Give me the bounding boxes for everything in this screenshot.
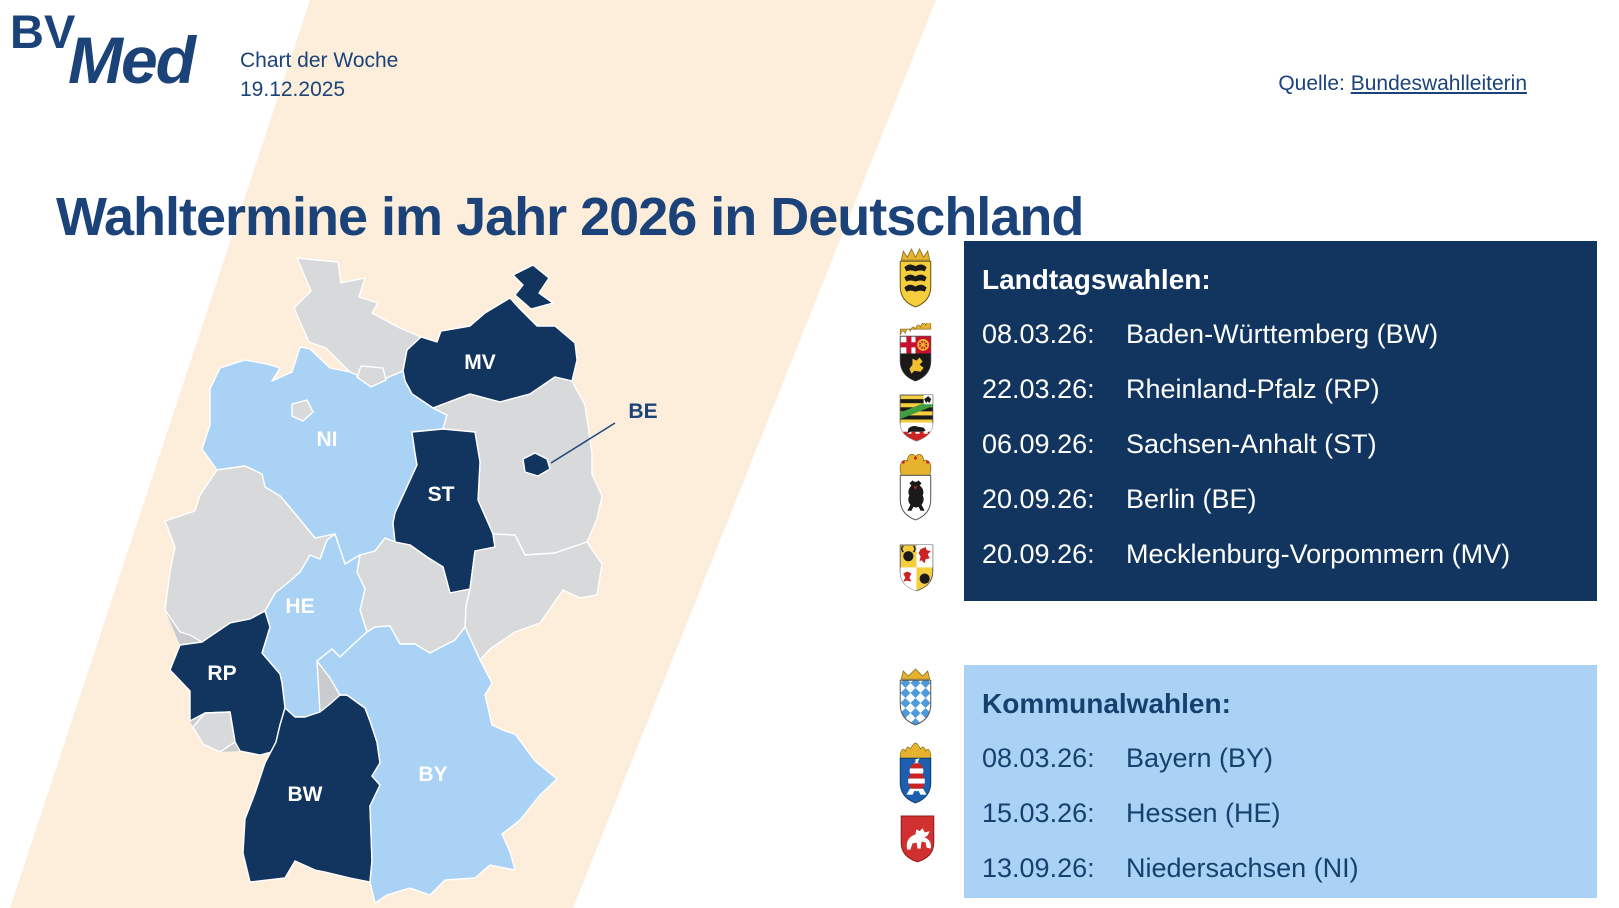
election-date: 08.03.26: bbox=[982, 319, 1095, 349]
source-label: Quelle: bbox=[1278, 72, 1345, 95]
map-label-ni: NI bbox=[317, 428, 338, 451]
map-label-bw: BW bbox=[288, 783, 323, 806]
state-saarland bbox=[192, 711, 236, 753]
state-berlin bbox=[522, 452, 551, 477]
sachsen-anhalt-coat-of-arms-icon bbox=[894, 392, 939, 452]
election-row-niedersachsen: 13.09.26: Niedersachsen (NI) bbox=[982, 841, 1597, 896]
niedersachsen-coat-of-arms-icon bbox=[895, 813, 940, 877]
election-row-bayern: 08.03.26: Bayern (BY) bbox=[982, 731, 1597, 786]
map-label-rp: RP bbox=[207, 662, 236, 685]
germany-map: MV NI ST HE RP BW BY BE bbox=[164, 257, 658, 904]
logo-med-text: Med bbox=[68, 23, 196, 97]
kicker-date: 19.12.2025 bbox=[240, 78, 346, 101]
election-region: Bayern (BY) bbox=[1126, 743, 1274, 773]
bayern-coat-of-arms-icon bbox=[893, 667, 938, 735]
state-hamburg bbox=[356, 365, 387, 388]
hessen-coat-of-arms-icon bbox=[893, 741, 938, 811]
election-date: 06.09.26: bbox=[982, 429, 1095, 459]
election-region: Sachsen-Anhalt (ST) bbox=[1126, 429, 1377, 459]
state-mecklenburg-vorpommern-ruegen bbox=[512, 264, 554, 310]
source-link[interactable]: Bundeswahlleiterin bbox=[1350, 72, 1527, 95]
map-label-st: ST bbox=[428, 483, 455, 506]
kicker-line: Chart der Woche bbox=[240, 49, 399, 72]
rheinland-pfalz-coat-of-arms-icon bbox=[893, 321, 938, 391]
page-title: Wahltermine im Jahr 2026 in Deutschland bbox=[56, 187, 1084, 248]
mecklenburg-vorpommern-coat-of-arms-icon bbox=[894, 543, 939, 607]
election-region: Mecklenburg-Vorpommern (MV) bbox=[1126, 539, 1511, 569]
kommunalwahlen-panel: Kommunalwahlen: 08.03.26: Bayern (BY) 15… bbox=[964, 665, 1597, 898]
election-date: 15.03.26: bbox=[982, 798, 1095, 828]
election-region: Berlin (BE) bbox=[1126, 484, 1257, 514]
election-row-hessen: 15.03.26: Hessen (HE) bbox=[982, 786, 1597, 841]
election-region: Hessen (HE) bbox=[1126, 798, 1281, 828]
election-row-sachsen-anhalt: 06.09.26: Sachsen-Anhalt (ST) bbox=[982, 417, 1597, 472]
baden-wuerttemberg-coat-of-arms-icon bbox=[893, 248, 938, 316]
election-date: 08.03.26: bbox=[982, 743, 1095, 773]
logo-bv-text: BV bbox=[10, 5, 76, 58]
election-region: Rheinland-Pfalz (RP) bbox=[1126, 374, 1380, 404]
kommunalwahlen-heading: Kommunalwahlen: bbox=[982, 688, 1231, 719]
state-bremen bbox=[291, 399, 314, 422]
map-label-mv: MV bbox=[464, 351, 496, 374]
bvmed-logo: BV Med bbox=[10, 0, 240, 110]
election-row-baden-wuerttemberg: 08.03.26: Baden-Württemberg (BW) bbox=[982, 307, 1597, 362]
election-date: 13.09.26: bbox=[982, 853, 1095, 883]
source-note: Quelle: Bundeswahlleiterin bbox=[1278, 72, 1527, 96]
map-label-by: BY bbox=[418, 763, 447, 786]
berlin-coat-of-arms-icon bbox=[893, 452, 938, 530]
election-region: Niedersachsen (NI) bbox=[1126, 853, 1359, 883]
election-date: 22.03.26: bbox=[982, 374, 1095, 404]
map-label-he: HE bbox=[285, 595, 314, 618]
election-date: 20.09.26: bbox=[982, 539, 1095, 569]
state-bayern bbox=[316, 625, 558, 904]
landtagswahlen-panel: Landtagswahlen: 08.03.26: Baden-Württemb… bbox=[964, 241, 1597, 601]
election-row-mecklenburg-vorpommern: 20.09.26: Mecklenburg-Vorpommern (MV) bbox=[982, 527, 1597, 582]
election-row-berlin: 20.09.26: Berlin (BE) bbox=[982, 472, 1597, 527]
berlin-callout-line bbox=[550, 422, 616, 464]
landtagswahlen-heading: Landtagswahlen: bbox=[982, 264, 1211, 295]
map-label-be: BE bbox=[628, 400, 657, 423]
chart-kicker: Chart der Woche 19.12.2025 bbox=[240, 46, 398, 104]
election-region: Baden-Württemberg (BW) bbox=[1126, 319, 1439, 349]
election-row-rheinland-pfalz: 22.03.26: Rheinland-Pfalz (RP) bbox=[982, 362, 1597, 417]
election-date: 20.09.26: bbox=[982, 484, 1095, 514]
